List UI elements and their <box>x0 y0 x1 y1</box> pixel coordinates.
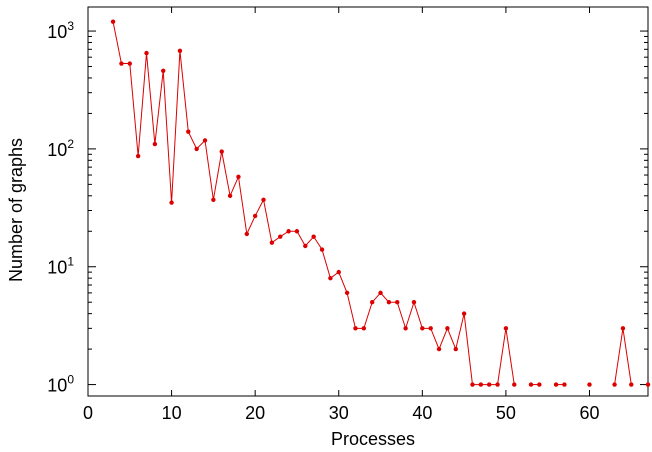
data-point <box>353 326 358 331</box>
x-axis-title: Processes <box>331 429 415 449</box>
data-point <box>244 231 250 237</box>
y-tick-label: 100 <box>47 373 74 396</box>
y-tick-label: 101 <box>47 255 74 278</box>
data-point <box>528 382 534 387</box>
data-point <box>252 213 258 219</box>
data-point <box>395 300 400 305</box>
data-point <box>445 326 450 331</box>
data-point <box>562 382 567 387</box>
data-point <box>369 300 375 305</box>
y-axis-title: Number of graphs <box>6 138 26 282</box>
data-point <box>144 50 149 56</box>
data-point <box>587 382 592 387</box>
data-point <box>161 68 166 74</box>
data-point <box>169 200 174 205</box>
data-point <box>620 326 626 331</box>
data-point <box>361 326 367 331</box>
data-point <box>294 229 300 234</box>
x-tick-label: 30 <box>329 403 349 423</box>
x-tick-label: 20 <box>245 403 265 423</box>
data-point <box>311 234 316 239</box>
data-point <box>135 153 141 159</box>
data-point <box>119 61 124 66</box>
y-tick-label: 103 <box>47 19 74 42</box>
x-tick-label: 50 <box>496 403 516 423</box>
data-point <box>261 197 266 202</box>
data-point <box>453 346 458 352</box>
plot-frame <box>87 6 649 397</box>
data-point <box>211 197 216 202</box>
data-point <box>428 326 433 331</box>
data-point <box>512 382 517 387</box>
data-point <box>537 382 542 387</box>
data-point <box>227 193 233 198</box>
data-point <box>495 382 500 387</box>
data-point <box>645 382 651 387</box>
data-point <box>186 129 191 134</box>
data-point <box>319 247 325 252</box>
data-point <box>503 326 509 331</box>
x-tick-label: 60 <box>579 403 599 423</box>
data-point <box>629 382 634 387</box>
data-point <box>478 382 484 387</box>
data-point <box>303 243 308 249</box>
y-tick-label: 102 <box>47 137 74 160</box>
data-point <box>236 174 241 179</box>
data-point <box>177 48 183 53</box>
data-point <box>110 19 116 24</box>
data-point <box>328 275 333 281</box>
x-tick-label: 0 <box>83 403 93 423</box>
x-tick-label: 40 <box>412 403 432 423</box>
data-point <box>152 141 158 147</box>
data-point <box>286 229 291 234</box>
data-point <box>344 290 350 296</box>
data-point <box>420 326 425 331</box>
data-point <box>194 146 199 152</box>
data-point <box>411 300 417 305</box>
series-line <box>614 328 632 385</box>
data-point <box>127 61 132 66</box>
data-point <box>386 300 392 305</box>
data-point <box>278 234 283 239</box>
data-point <box>269 240 275 245</box>
data-point <box>436 346 442 352</box>
data-point <box>470 382 475 387</box>
data-point <box>486 382 492 387</box>
data-point <box>612 382 617 387</box>
data-point <box>336 269 341 275</box>
data-point <box>219 149 224 154</box>
data-point <box>553 382 559 387</box>
data-point <box>461 311 467 316</box>
data-point <box>403 326 408 331</box>
data-point <box>378 290 383 296</box>
x-tick-label: 10 <box>162 403 182 423</box>
data-point <box>202 138 208 143</box>
